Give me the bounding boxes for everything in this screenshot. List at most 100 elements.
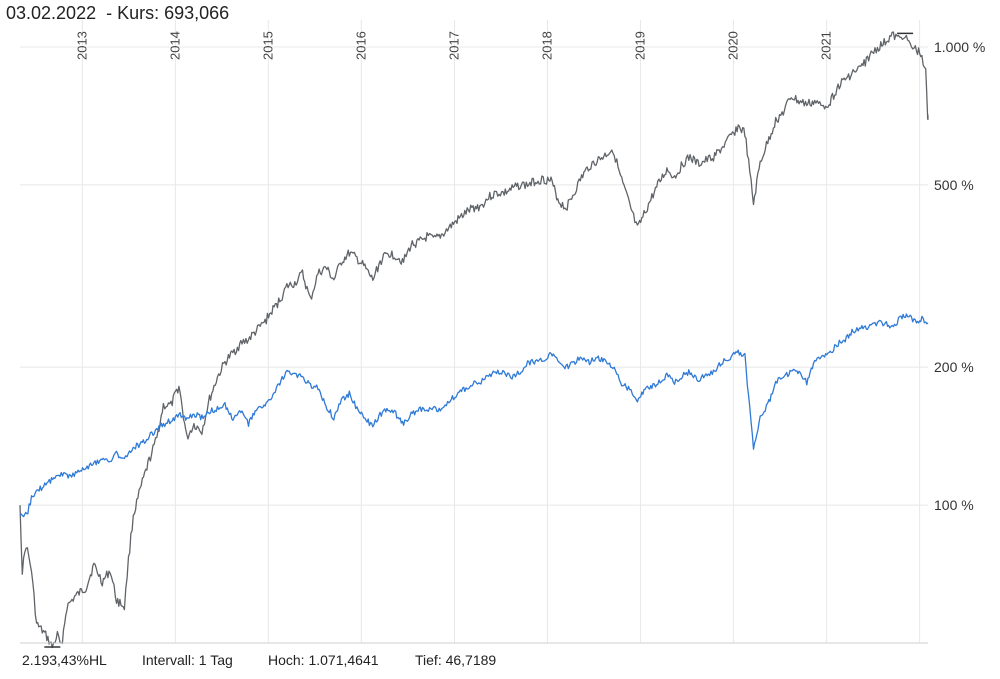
data-point-compare <box>62 473 63 474</box>
data-point-main <box>697 164 698 165</box>
data-point-main <box>806 104 807 105</box>
data-point-compare <box>325 405 326 406</box>
data-point-main <box>450 226 451 227</box>
data-point-main <box>141 486 142 487</box>
grid-lines <box>20 20 928 643</box>
y-axis-ticks: 100 % 200 % 500 % 1.000 % <box>934 39 985 513</box>
data-point-compare <box>263 405 264 406</box>
data-point-main <box>193 424 194 425</box>
data-point-compare <box>23 519 24 520</box>
data-point-main <box>830 101 831 102</box>
data-point-compare <box>193 414 194 415</box>
data-point-main <box>178 385 179 386</box>
data-point-main <box>581 177 582 178</box>
x-tick-label: 2018 <box>539 31 554 60</box>
x-tick-label: 2019 <box>632 31 647 60</box>
data-point-main <box>791 96 792 97</box>
data-point-compare <box>907 314 908 315</box>
data-point-main <box>186 438 187 439</box>
data-point-main <box>372 279 373 280</box>
data-point-main <box>783 112 784 113</box>
data-point-main <box>558 201 559 202</box>
data-point-compare <box>690 372 691 373</box>
data-point-compare <box>892 326 893 327</box>
data-point-compare <box>573 362 574 363</box>
data-point-main <box>317 273 318 274</box>
data-point-compare <box>589 362 590 363</box>
data-point-main <box>519 184 520 185</box>
data-point-main <box>31 570 32 571</box>
data-point-compare <box>643 390 644 391</box>
y-tick-label: 200 % <box>934 359 974 375</box>
data-point-main <box>442 234 443 235</box>
data-point-compare <box>744 355 745 356</box>
data-point-main <box>133 515 134 516</box>
data-point-main <box>279 300 280 301</box>
data-point-main <box>434 239 435 240</box>
data-point-compare <box>271 399 272 400</box>
data-point-compare <box>294 375 295 376</box>
data-point-compare <box>170 420 171 421</box>
chart-header: 03.02.2022 - Kurs: 693,066 <box>6 3 229 24</box>
data-point-main <box>85 587 86 588</box>
data-point-compare <box>581 357 582 358</box>
data-point-compare <box>830 352 831 353</box>
data-point-main <box>294 283 295 284</box>
data-point-compare <box>899 318 900 319</box>
data-point-compare <box>78 472 79 473</box>
data-point-compare <box>738 352 739 353</box>
data-point-main <box>364 267 365 268</box>
data-point-main <box>612 148 613 149</box>
data-point-compare <box>721 362 722 363</box>
data-point-main <box>387 252 388 253</box>
data-point-compare <box>217 409 218 410</box>
data-point-compare <box>302 377 303 378</box>
series-line-main <box>19 31 929 649</box>
data-point-compare <box>132 448 133 449</box>
data-point-main <box>110 570 111 571</box>
data-point-main <box>26 544 27 545</box>
data-point-main <box>496 192 497 193</box>
data-point-compare <box>535 362 536 363</box>
data-point-compare <box>201 417 202 418</box>
data-point-compare <box>799 372 800 373</box>
data-point-compare <box>504 372 505 373</box>
data-point-compare <box>85 467 86 468</box>
data-point-main <box>473 208 474 209</box>
data-point-compare <box>604 362 605 363</box>
data-point-main <box>682 164 683 165</box>
data-point-main <box>156 438 157 439</box>
data-point-main <box>543 178 544 179</box>
data-point-compare <box>403 424 404 425</box>
data-point-main <box>349 252 350 253</box>
data-point-main <box>729 138 730 139</box>
data-point-compare <box>256 409 257 410</box>
data-point-main <box>628 201 629 202</box>
data-point-main <box>925 72 926 73</box>
data-point-compare <box>395 414 396 415</box>
y-tick-label: 100 % <box>934 497 974 513</box>
data-point-main <box>604 155 605 156</box>
data-point-main <box>822 106 823 107</box>
data-point-main <box>333 279 334 280</box>
data-point-compare <box>480 382 481 383</box>
data-point-compare <box>163 424 164 425</box>
data-point-main <box>899 39 900 40</box>
data-point-compare <box>488 375 489 376</box>
data-point-main <box>263 322 264 323</box>
data-point-main <box>845 79 846 80</box>
data-point-compare <box>54 477 55 478</box>
data-point-main <box>224 362 225 363</box>
data-point-compare <box>838 343 839 344</box>
data-point-compare <box>651 385 652 386</box>
data-point-compare <box>760 417 761 418</box>
data-point-main <box>488 197 489 198</box>
data-point-main <box>927 119 928 120</box>
data-point-main <box>310 300 311 301</box>
data-point-main <box>325 267 326 268</box>
data-point-main <box>566 208 567 209</box>
data-point-main <box>767 142 768 143</box>
data-point-compare <box>310 385 311 386</box>
data-point-compare <box>921 318 922 319</box>
